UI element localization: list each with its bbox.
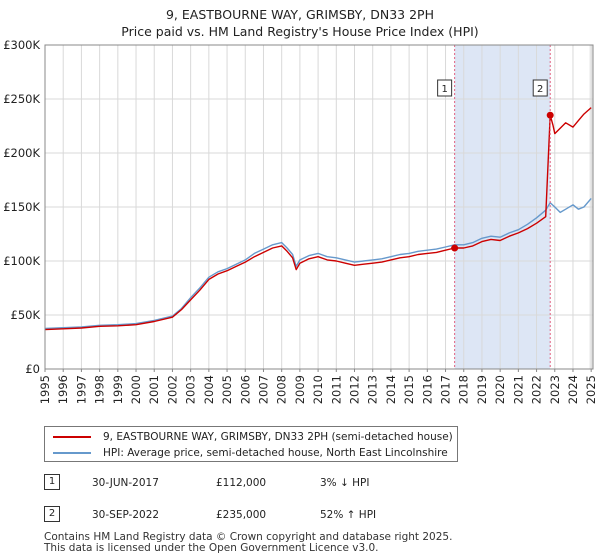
y-tick-label: £50K bbox=[11, 308, 41, 322]
x-tick-label: 1999 bbox=[111, 375, 125, 404]
x-tick-label: 2004 bbox=[202, 375, 216, 404]
x-tick-label: 2010 bbox=[311, 375, 325, 404]
chart-title-block: 9, EASTBOURNE WAY, GRIMSBY, DN33 2PH Pri… bbox=[0, 6, 600, 40]
y-tick-label: £250K bbox=[3, 92, 40, 106]
x-tick-label: 2014 bbox=[384, 375, 398, 404]
y-tick-label: £150K bbox=[3, 200, 40, 214]
property-price-line bbox=[44, 107, 592, 331]
x-tick-label: 2016 bbox=[420, 375, 434, 404]
x-tick-label: 2015 bbox=[402, 375, 416, 404]
legend-swatch-property bbox=[53, 436, 91, 438]
chart-subtitle: Price paid vs. HM Land Registry's House … bbox=[121, 24, 479, 39]
sale-badge: 1 bbox=[44, 474, 60, 490]
y-tick-label: £100K bbox=[3, 254, 40, 268]
x-tick-label: 2006 bbox=[238, 375, 252, 404]
x-tick-label: 1998 bbox=[93, 375, 107, 404]
legend-item-hpi: HPI: Average price, semi-detached house,… bbox=[53, 445, 448, 461]
plot-border bbox=[44, 44, 594, 370]
sale-price: £235,000 bbox=[216, 509, 267, 521]
x-tick-label: 2001 bbox=[147, 375, 161, 404]
x-tick-label: 2009 bbox=[293, 375, 307, 404]
x-tick-label: 2019 bbox=[475, 375, 489, 404]
sale-price: £112,000 bbox=[216, 477, 267, 489]
x-tick-label: 2020 bbox=[493, 375, 507, 404]
y-tick-label: £300K bbox=[3, 38, 40, 52]
legend-label-hpi: HPI: Average price, semi-detached house,… bbox=[103, 447, 448, 459]
x-tick-label: 1996 bbox=[56, 375, 70, 404]
y-tick-label: £0 bbox=[25, 362, 40, 376]
x-tick-label: 2011 bbox=[329, 375, 343, 404]
sale-point bbox=[451, 244, 459, 252]
chart-title: 9, EASTBOURNE WAY, GRIMSBY, DN33 2PH bbox=[165, 7, 434, 22]
x-tick-label: 2000 bbox=[129, 375, 143, 404]
x-tick-label: 2007 bbox=[256, 375, 270, 404]
x-tick-label: 2005 bbox=[220, 375, 234, 404]
sale-badge: 2 bbox=[44, 506, 60, 522]
series-layer bbox=[44, 107, 592, 331]
sale-row: 2 30-SEP-2022 £235,000 52% ↑ HPI bbox=[44, 506, 464, 524]
sale-label-text: 1 bbox=[441, 84, 447, 95]
hpi-line bbox=[44, 197, 592, 330]
x-tick-label: 2024 bbox=[566, 375, 580, 404]
legend-label-property: 9, EASTBOURNE WAY, GRIMSBY, DN33 2PH (se… bbox=[103, 431, 453, 443]
x-tick-label: 2012 bbox=[348, 375, 362, 404]
sale-label-box bbox=[532, 79, 548, 97]
sale-hpi-change: 3% ↓ HPI bbox=[320, 477, 370, 489]
grid-layer bbox=[44, 44, 593, 370]
x-tick-label: 2022 bbox=[530, 375, 544, 404]
x-tick-label: 2002 bbox=[165, 375, 179, 404]
sale-label-text: 2 bbox=[537, 84, 543, 95]
x-tick-label: 2025 bbox=[584, 375, 598, 404]
sale-hpi-change: 52% ↑ HPI bbox=[320, 509, 377, 521]
sale-date: 30-SEP-2022 bbox=[92, 509, 160, 521]
footer-line-1: Contains HM Land Registry data © Crown c… bbox=[44, 531, 453, 543]
x-tick-label: 2018 bbox=[457, 375, 471, 404]
y-tick-label: £200K bbox=[3, 146, 40, 160]
x-tick-label: 2023 bbox=[548, 375, 562, 404]
sale-label-box bbox=[437, 79, 453, 97]
x-tick-label: 2013 bbox=[366, 375, 380, 404]
legend-item-property: 9, EASTBOURNE WAY, GRIMSBY, DN33 2PH (se… bbox=[53, 429, 453, 445]
x-tick-label: 2003 bbox=[184, 375, 198, 404]
sale-date: 30-JUN-2017 bbox=[92, 477, 159, 489]
sale-row: 1 30-JUN-2017 £112,000 3% ↓ HPI bbox=[44, 474, 464, 492]
footer: Contains HM Land Registry data © Crown c… bbox=[44, 532, 452, 554]
footer-line-2: This data is licensed under the Open Gov… bbox=[44, 542, 379, 554]
x-tick-label: 2008 bbox=[275, 375, 289, 404]
x-tick-label: 1995 bbox=[38, 375, 52, 404]
legend-swatch-hpi bbox=[53, 452, 91, 454]
axis-layer: £0 £50K £100K £150K £200K £250K £300K 1995 1996 1… bbox=[3, 38, 598, 404]
x-tick-label: 1997 bbox=[74, 375, 88, 404]
sale-point bbox=[546, 111, 554, 119]
x-tick-label: 2017 bbox=[439, 375, 453, 404]
x-tick-label: 2021 bbox=[511, 375, 525, 404]
legend: 9, EASTBOURNE WAY, GRIMSBY, DN33 2PH (se… bbox=[44, 426, 458, 462]
